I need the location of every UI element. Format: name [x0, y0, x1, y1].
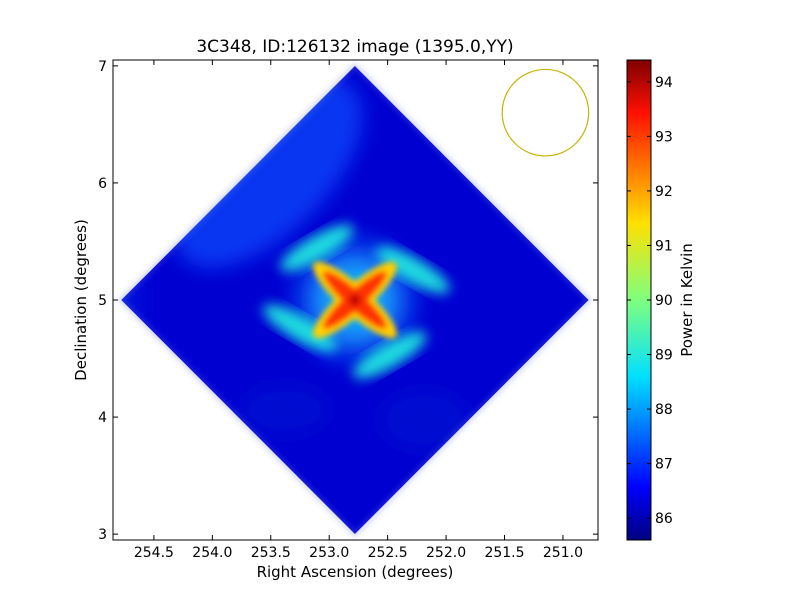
x-tick-label: 254.0 [192, 545, 232, 561]
source-core [312, 261, 397, 339]
x-tick-label: 252.5 [368, 545, 408, 561]
y-tick-label: 3 [98, 527, 107, 543]
plot-area [113, 60, 598, 540]
sky-map [119, 63, 591, 537]
x-tick-label: 253.5 [251, 545, 291, 561]
x-tick-label: 251.5 [484, 545, 524, 561]
y-axis: 3 4 5 6 7 [98, 59, 598, 543]
colorbar-ticks: 86 87 88 89 90 91 92 93 94 [627, 75, 673, 527]
colorbar: 86 87 88 89 90 91 92 93 94 Power in Kelvin [626, 59, 696, 541]
y-tick-label: 5 [98, 293, 107, 309]
source-arm [353, 331, 427, 379]
x-tick-label: 253.0 [309, 545, 349, 561]
map-dark-spot [379, 390, 470, 450]
x-axis: 254.5 254.0 253.5 253.0 252.5 252.0 251.5 251.0 [134, 60, 583, 561]
colorbar-tick-label: 86 [655, 511, 673, 527]
source-arm [280, 224, 354, 272]
x-tick-label: 251.0 [543, 545, 583, 561]
colorbar-tick-label: 94 [655, 75, 673, 91]
x-axis-label: Right Ascension (degrees) [257, 563, 454, 581]
colorbar-tick-label: 90 [655, 293, 673, 309]
colorbar-tick-label: 88 [655, 402, 673, 418]
beam-circle [501, 68, 590, 157]
colorbar-tick-label: 93 [655, 129, 673, 145]
y-tick-label: 4 [98, 410, 107, 426]
y-tick-label: 7 [98, 59, 107, 75]
colorbar-label: Power in Kelvin [678, 243, 696, 357]
colorbar-tick-label: 87 [655, 457, 673, 473]
title: 3C348, ID:126132 image (1395.0,YY) [196, 37, 513, 57]
y-axis-label: Declination (degrees) [72, 219, 90, 381]
source-arm [376, 246, 450, 294]
source-arm [263, 304, 337, 352]
colorbar-tick-label: 89 [655, 348, 673, 364]
x-tick-label: 254.5 [134, 545, 174, 561]
colorbar-tick-label: 91 [655, 238, 673, 254]
map-edge [119, 63, 591, 537]
colorbar-tick-label: 92 [655, 184, 673, 200]
source-peak [348, 294, 361, 306]
chart-title: 3C348, ID:126132 image (1395.0,YY) [196, 37, 513, 57]
map-dark-spot [239, 385, 330, 435]
x-tick-label: 252.0 [426, 545, 466, 561]
map-band [173, 78, 363, 268]
y-tick-label: 6 [98, 176, 107, 192]
